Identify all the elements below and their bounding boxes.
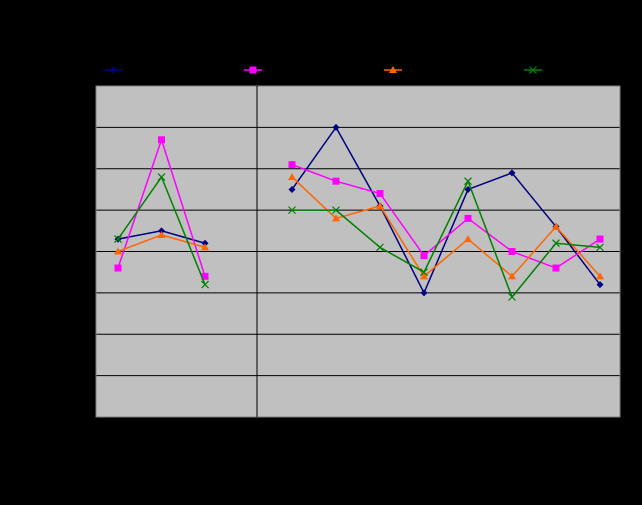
series-4-panel-1-point-3-stroke-b — [201, 280, 209, 289]
series-3-panel-2-point-2 — [332, 214, 340, 222]
series-4-panel-2-point-2-stroke-b — [332, 206, 340, 215]
series-1-panel-2-line — [291, 125, 601, 295]
series-4-panel-1-point-3 — [201, 280, 209, 289]
series-4-panel-2-point-6 — [508, 293, 516, 301]
series-2-panel-2-point-4 — [420, 252, 428, 260]
series-4-panel-2-point-3-stroke-b — [376, 243, 384, 252]
series-4-panel-2-point-5-stroke-b — [464, 177, 472, 186]
series-3-panel-1-point-2 — [157, 230, 166, 238]
series-4-panel-2-point-7-stroke-b — [552, 239, 560, 248]
series-2-panel-1-point-3 — [201, 272, 209, 280]
series-3-panel-2-point-8 — [596, 272, 604, 280]
series-4-panel-2-point-2 — [332, 206, 340, 215]
legend-entry-2 — [244, 66, 262, 74]
legend-entry-4 — [524, 66, 542, 74]
series-4-panel-1-point-2-stroke-b — [157, 173, 166, 181]
series-1-panel-1-point-3 — [201, 239, 209, 247]
series-4-panel-2-point-4-stroke-b — [420, 268, 428, 277]
series-1-panel-2-point-2 — [332, 123, 340, 131]
series-2-panel-2-point-1 — [288, 161, 296, 169]
series-3-panel-1-point-3 — [201, 243, 209, 251]
series-2-panel-2-line — [291, 163, 601, 269]
series-1-panel-2-point-4 — [420, 289, 428, 297]
series-4 — [114, 173, 604, 301]
series-4-panel-2-point-4 — [420, 268, 428, 277]
legend-entry-1 — [104, 66, 122, 74]
legend-marker-4-stroke-b — [529, 66, 537, 74]
series-3-panel-2-point-7 — [552, 222, 560, 230]
series-1-panel-2-point-6 — [508, 169, 516, 177]
series-2-panel-2-point-5 — [464, 214, 472, 222]
legend-marker-3 — [389, 66, 397, 73]
series-1-panel-1-point-2 — [158, 227, 165, 235]
series-2-panel-1-point-1 — [114, 264, 122, 272]
series-4-panel-2-point-8 — [596, 243, 604, 252]
series-4-panel-2-point-7 — [552, 239, 560, 248]
series-1-panel-2-point-8 — [596, 281, 604, 289]
series-1-panel-2-point-1 — [288, 185, 296, 193]
series-3-panel-2-point-6 — [508, 272, 516, 280]
series-2-panel-2-point-8 — [596, 235, 604, 243]
series-4-panel-1-point-1 — [114, 235, 122, 244]
series-2-panel-2-point-2 — [332, 177, 340, 185]
series-2 — [114, 136, 604, 280]
series-4-panel-2-point-3 — [376, 243, 384, 252]
legend — [104, 66, 542, 74]
series-4-panel-1-point-2 — [157, 173, 166, 181]
series-3-panel-1-point-1 — [114, 247, 122, 255]
legend-marker-2 — [249, 66, 257, 74]
series-4-panel-2-line — [292, 179, 601, 299]
series-2-panel-2-point-3 — [376, 190, 384, 198]
legend-marker-4 — [529, 66, 537, 74]
series-4-panel-1-point-1-stroke-b — [114, 235, 122, 244]
plot-border — [95, 85, 621, 418]
series-3-panel-2-point-5 — [464, 235, 472, 243]
series-4-panel-2-point-6-stroke-b — [508, 293, 516, 301]
series-3-panel-2-point-3 — [376, 201, 384, 209]
series-2-panel-2-point-6 — [508, 248, 516, 255]
series-layer — [114, 123, 604, 301]
series-2-panel-1-point-2 — [158, 136, 165, 144]
series-4-panel-2-point-1 — [288, 206, 296, 215]
series-4-panel-2-point-1-stroke-b — [288, 206, 296, 215]
series-4-panel-2-point-8-stroke-b — [596, 243, 604, 252]
series-3-panel-2-point-1 — [288, 173, 296, 181]
series-4-panel-2-point-5 — [464, 177, 472, 186]
legend-entry-3 — [384, 66, 402, 73]
legend-marker-1 — [109, 66, 117, 74]
series-3-panel-2-point-4 — [420, 272, 428, 280]
series-2-panel-2-point-7 — [552, 264, 560, 272]
